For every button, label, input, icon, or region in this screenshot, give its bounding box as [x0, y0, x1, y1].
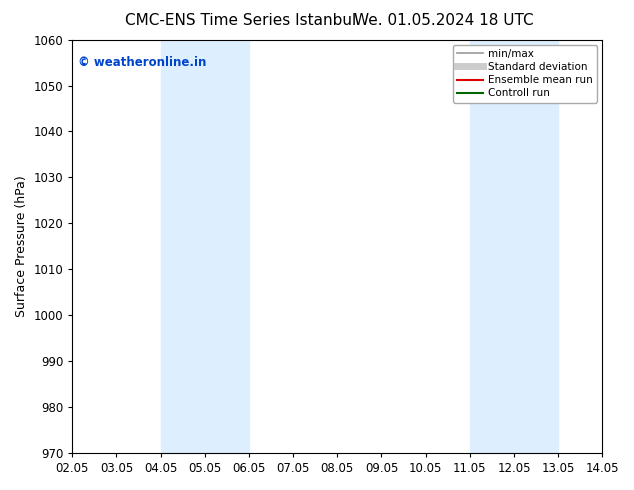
Bar [160, 40, 249, 453]
Legend: min/max, Standard deviation, Ensemble mean run, Controll run: min/max, Standard deviation, Ensemble me… [453, 45, 597, 102]
Text: CMC-ENS Time Series Istanbul: CMC-ENS Time Series Istanbul [126, 13, 356, 28]
Bar [470, 40, 558, 453]
Text: We. 01.05.2024 18 UTC: We. 01.05.2024 18 UTC [354, 13, 534, 28]
Text: © weatheronline.in: © weatheronline.in [77, 56, 206, 69]
Y-axis label: Surface Pressure (hPa): Surface Pressure (hPa) [15, 175, 28, 317]
